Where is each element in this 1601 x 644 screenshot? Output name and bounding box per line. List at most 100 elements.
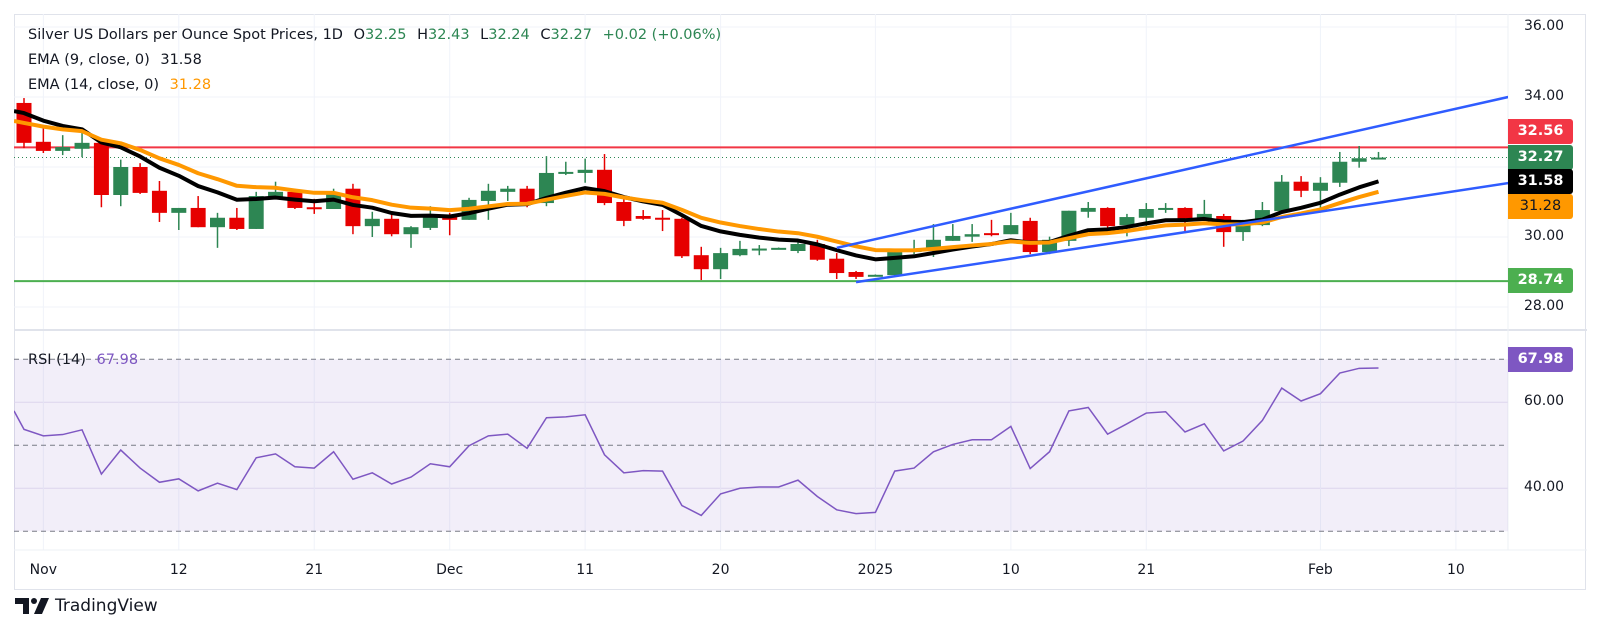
candle bbox=[35, 126, 51, 153]
candle bbox=[693, 246, 709, 281]
candle-body bbox=[925, 239, 941, 251]
candle-body bbox=[55, 147, 71, 151]
candle-body bbox=[790, 244, 806, 251]
candle bbox=[480, 183, 496, 220]
candle-body bbox=[558, 171, 574, 174]
candle bbox=[1371, 151, 1386, 160]
rsi-value-badge: 67.98 bbox=[1508, 347, 1573, 372]
channel-lower-line bbox=[855, 181, 1508, 284]
rsi-tick-label: 60.00 bbox=[1523, 393, 1565, 410]
candle-body bbox=[132, 167, 148, 193]
time-tick-label: 10 bbox=[1001, 562, 1020, 578]
time-tick-label: 11 bbox=[576, 562, 595, 578]
symbol-title[interactable]: Silver US Dollars per Ounce Spot Prices,… bbox=[28, 27, 343, 43]
candle bbox=[151, 181, 167, 222]
candle-body bbox=[1332, 161, 1348, 183]
candle bbox=[1351, 146, 1367, 168]
rsi-tick-label: 40.00 bbox=[1523, 479, 1565, 496]
ema14-label: EMA (14, close, 0) bbox=[28, 77, 159, 93]
time-tick-label: 12 bbox=[169, 562, 188, 578]
candle-body bbox=[171, 207, 187, 213]
candle bbox=[364, 211, 380, 237]
candle bbox=[132, 163, 148, 194]
tradingview-wordmark: TradingView bbox=[55, 596, 158, 616]
candle bbox=[577, 158, 593, 183]
candle-body bbox=[945, 235, 961, 241]
low-key: L bbox=[480, 27, 489, 43]
candle bbox=[1158, 203, 1174, 213]
candle bbox=[635, 210, 651, 220]
candle-body bbox=[35, 141, 51, 151]
price-tick-label: 28.00 bbox=[1523, 298, 1565, 314]
candle-body bbox=[635, 216, 651, 219]
price-tick-label: 34.00 bbox=[1523, 88, 1565, 104]
candle-body bbox=[1119, 217, 1135, 226]
candle-body bbox=[1003, 225, 1019, 235]
price-tick-label: 30.00 bbox=[1523, 228, 1565, 244]
candle bbox=[1332, 151, 1348, 187]
candle-body bbox=[74, 142, 90, 149]
candle bbox=[616, 197, 632, 227]
close-value: 32.27 bbox=[550, 27, 593, 43]
candle bbox=[190, 196, 206, 228]
candle-body bbox=[1351, 158, 1367, 162]
candle bbox=[887, 249, 903, 277]
candle-body bbox=[93, 142, 109, 195]
candle-body bbox=[984, 233, 999, 236]
candle-body bbox=[771, 247, 787, 250]
rsi-value: 67.98 bbox=[96, 352, 139, 368]
candle-body bbox=[113, 167, 129, 195]
high-value: 32.43 bbox=[428, 27, 470, 43]
candle bbox=[93, 140, 109, 208]
candle-body bbox=[713, 253, 729, 270]
candle-body bbox=[248, 196, 264, 229]
candle-body bbox=[655, 217, 671, 220]
open-value: 32.25 bbox=[365, 27, 407, 43]
open-key: O bbox=[353, 27, 365, 43]
price-pane[interactable] bbox=[14, 95, 1508, 284]
legend-rsi[interactable]: RSI (14) 67.98 bbox=[28, 352, 144, 368]
candle bbox=[1022, 217, 1038, 255]
candle-body bbox=[190, 207, 206, 228]
candle-body bbox=[809, 244, 825, 260]
candle-body bbox=[732, 248, 748, 256]
chart-frame bbox=[14, 14, 1586, 590]
close-key: C bbox=[540, 27, 551, 43]
candle bbox=[171, 207, 187, 230]
rsi-line bbox=[14, 367, 1379, 517]
rsi-pane[interactable] bbox=[14, 358, 1508, 532]
tradingview-logo[interactable]: TradingView bbox=[15, 596, 158, 616]
candle bbox=[964, 224, 980, 242]
candle-body bbox=[1293, 181, 1309, 191]
candle-body bbox=[674, 218, 690, 257]
candle bbox=[597, 154, 612, 206]
candle bbox=[829, 253, 845, 279]
candle-body bbox=[1196, 213, 1212, 220]
high-key: H bbox=[417, 27, 429, 43]
candle-body bbox=[1022, 220, 1038, 253]
ema9-price-badge: 31.58 bbox=[1508, 169, 1573, 194]
candle bbox=[713, 247, 729, 279]
candle bbox=[74, 133, 90, 158]
price-tick-label: 36.00 bbox=[1523, 18, 1565, 34]
time-tick-label: 21 bbox=[1137, 562, 1156, 578]
legend-ema14[interactable]: EMA (14, close, 0) 31.28 bbox=[28, 77, 217, 93]
candle bbox=[113, 159, 129, 207]
candle bbox=[1274, 175, 1290, 212]
resistance-price-badge: 32.56 bbox=[1508, 119, 1573, 144]
candle bbox=[384, 211, 400, 237]
candle bbox=[210, 212, 225, 248]
candle-body bbox=[519, 188, 535, 202]
candle-body bbox=[268, 191, 284, 198]
time-tick-label: 21 bbox=[305, 562, 324, 578]
candle-body bbox=[403, 227, 419, 235]
candle-body bbox=[1371, 157, 1386, 160]
candle-body bbox=[1235, 224, 1251, 233]
candle-body bbox=[848, 272, 864, 277]
candle-body bbox=[1274, 181, 1290, 212]
candle bbox=[1003, 212, 1019, 235]
candle bbox=[655, 210, 671, 232]
legend-ema9[interactable]: EMA (9, close, 0) 31.58 bbox=[28, 52, 208, 68]
ema9-line bbox=[14, 109, 1380, 262]
